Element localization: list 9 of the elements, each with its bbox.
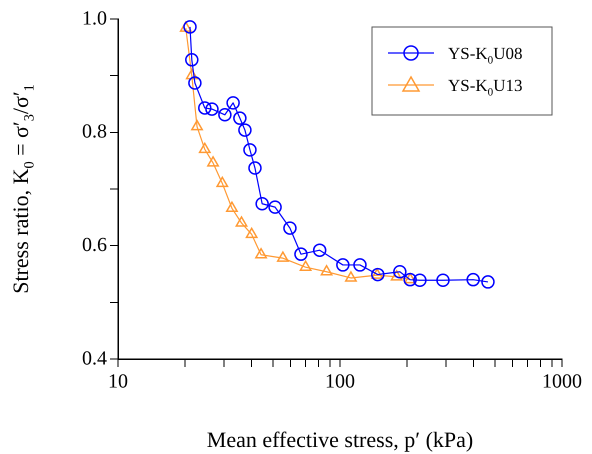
y-tick-label: 0.8 [82,120,107,143]
y-axis-title: Stress ratio, K0 = σ′3/σ′1 [8,84,38,294]
y-tick-label: 0.4 [82,347,107,370]
x-tick-label: 10 [108,370,128,392]
x-axis-title: Mean effective stress, p′ (kPa) [206,427,474,452]
y-tick-label: 1.0 [82,7,107,30]
x-tick-label: 1000 [542,370,582,392]
y-tick-label: 0.6 [82,234,107,256]
x-tick-label: 100 [325,370,355,392]
